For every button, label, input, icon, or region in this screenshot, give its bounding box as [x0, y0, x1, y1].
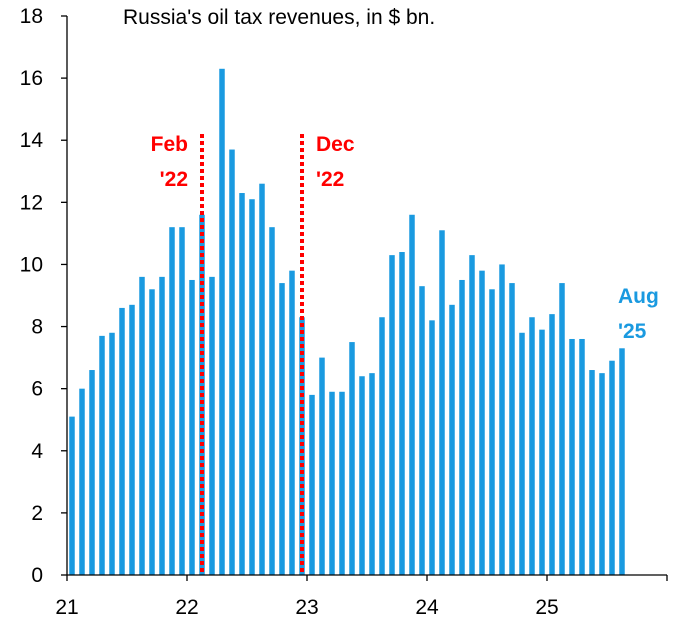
bar-2022-07 [249, 199, 255, 576]
bar-2024-12 [539, 329, 545, 575]
bar-2021-10 [159, 276, 165, 575]
bar-2025-02 [559, 283, 565, 575]
bar-2024-01 [429, 320, 435, 575]
x-tick-label: 22 [175, 596, 198, 619]
bar-2024-04 [459, 279, 465, 575]
bar-2023-06 [359, 376, 365, 575]
bar-2025-04 [579, 338, 585, 575]
bar-2023-03 [329, 391, 335, 575]
bar-2025-08 [619, 348, 625, 575]
y-tick-label: 10 [20, 253, 43, 276]
bar-2023-01 [309, 394, 315, 575]
bar-2023-05 [349, 342, 355, 575]
bar-2022-06 [239, 193, 245, 575]
bar-2021-07 [129, 304, 135, 575]
bar-2024-03 [449, 304, 455, 575]
bar-2023-04 [339, 391, 345, 575]
bar-2022-12 [299, 317, 305, 575]
y-tick-label: 12 [20, 191, 43, 214]
x-tick-label: 23 [295, 596, 318, 619]
y-tick-label: 18 [20, 5, 43, 28]
bar-2024-08 [499, 264, 505, 575]
y-tick-label: 14 [20, 129, 44, 152]
bar-2023-10 [399, 252, 405, 575]
chart-title: Russia's oil tax revenues, in $ bn. [123, 6, 435, 29]
bar-2022-08 [259, 183, 265, 575]
y-tick-label: 4 [31, 440, 43, 463]
bar-2022-04 [219, 68, 225, 575]
bar-2021-06 [119, 307, 125, 575]
y-tick-label: 16 [20, 67, 43, 90]
bar-2022-09 [269, 227, 275, 575]
x-axis: 21 22 23 24 25 [55, 574, 668, 619]
x-tick-label: 25 [535, 596, 558, 619]
bar-2024-06 [479, 270, 485, 575]
bar-2021-08 [139, 276, 145, 575]
bar-2023-08 [379, 317, 385, 575]
bar-2021-12 [179, 227, 185, 575]
bar-2025-05 [589, 370, 595, 575]
bar-2021-09 [149, 289, 155, 575]
bar-2023-07 [369, 373, 375, 575]
y-tick-label: 2 [31, 502, 43, 525]
bar-2025-06 [599, 373, 605, 575]
bar-2023-12 [419, 286, 425, 575]
y-axis: 0 2 4 6 8 10 12 14 16 18 [20, 5, 68, 587]
bar-2021-03 [89, 370, 95, 575]
x-tick-label: 21 [55, 596, 78, 619]
bar-2021-02 [79, 388, 85, 575]
x-tick-label: 24 [415, 596, 439, 619]
bar-2022-01 [189, 279, 195, 575]
bar-2024-11 [529, 317, 535, 575]
event-label-line1: Feb [151, 133, 188, 156]
bar-2021-11 [169, 227, 175, 575]
event-label-line1: Dec [316, 133, 355, 156]
y-tick-label: 8 [31, 316, 43, 339]
bar-2025-01 [549, 314, 555, 575]
latest-label-line2: '25 [618, 320, 647, 343]
bar-2024-10 [519, 332, 525, 575]
bar-2022-03 [209, 276, 215, 575]
bar-2021-04 [99, 335, 105, 575]
annotations: Feb '22 Dec '22 Aug '25 [151, 133, 659, 575]
bar-2023-09 [389, 255, 395, 575]
event-label-line2: '22 [160, 168, 188, 191]
bar-2024-09 [509, 283, 515, 575]
bar-2024-07 [489, 289, 495, 575]
y-tick-label: 0 [31, 564, 43, 587]
y-tick-label: 6 [31, 378, 43, 401]
bar-2024-02 [439, 230, 445, 575]
bar-2023-02 [319, 357, 325, 575]
latest-label-line1: Aug [618, 285, 659, 308]
bar-2022-10 [279, 283, 285, 575]
bar-2021-05 [109, 332, 115, 575]
bar-2021-01 [69, 416, 75, 575]
bar-2025-03 [569, 338, 575, 575]
bar-series [69, 68, 625, 576]
bar-2022-05 [229, 149, 235, 576]
bar-2025-07 [609, 360, 615, 575]
bar-2023-11 [409, 214, 415, 575]
bar-2024-05 [469, 255, 475, 575]
bar-2022-11 [289, 270, 295, 575]
event-label-line2: '22 [316, 168, 344, 191]
